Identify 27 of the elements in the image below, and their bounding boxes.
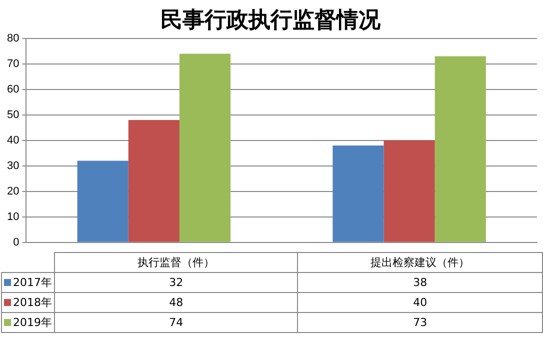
bar: [179, 54, 231, 242]
y-tick-label: 0: [13, 236, 20, 248]
data-label: 40: [298, 292, 542, 312]
x-tick-label: 执行监督（件）: [54, 252, 298, 272]
bar: [434, 56, 486, 242]
data-label: 73: [298, 312, 542, 332]
bar: [332, 146, 384, 242]
data-label: 32: [54, 272, 298, 292]
y-tick-label: 50: [6, 108, 20, 121]
y-tick-label: 30: [6, 160, 20, 172]
y-tick-label: 20: [6, 185, 20, 198]
chart-title: 民事行政执行监督情况: [160, 6, 382, 32]
y-tick-label: 40: [6, 134, 20, 146]
y-tick-label: 10: [6, 210, 20, 223]
x-tick-label: 提出检察建议（件）: [298, 252, 542, 272]
y-tick-label: 70: [6, 58, 20, 70]
legend-label: 2018年: [2, 292, 54, 312]
data-label: 38: [298, 272, 542, 292]
y-tick-label: 80: [6, 32, 20, 44]
legend-label: 2019年: [2, 312, 54, 332]
bar: [77, 160, 128, 242]
y-tick-label: 60: [6, 83, 20, 96]
data-label: 74: [54, 312, 298, 332]
legend-label: 2017年: [2, 272, 54, 292]
bar: [128, 120, 180, 242]
data-label: 48: [54, 292, 298, 312]
bar: [384, 140, 435, 242]
